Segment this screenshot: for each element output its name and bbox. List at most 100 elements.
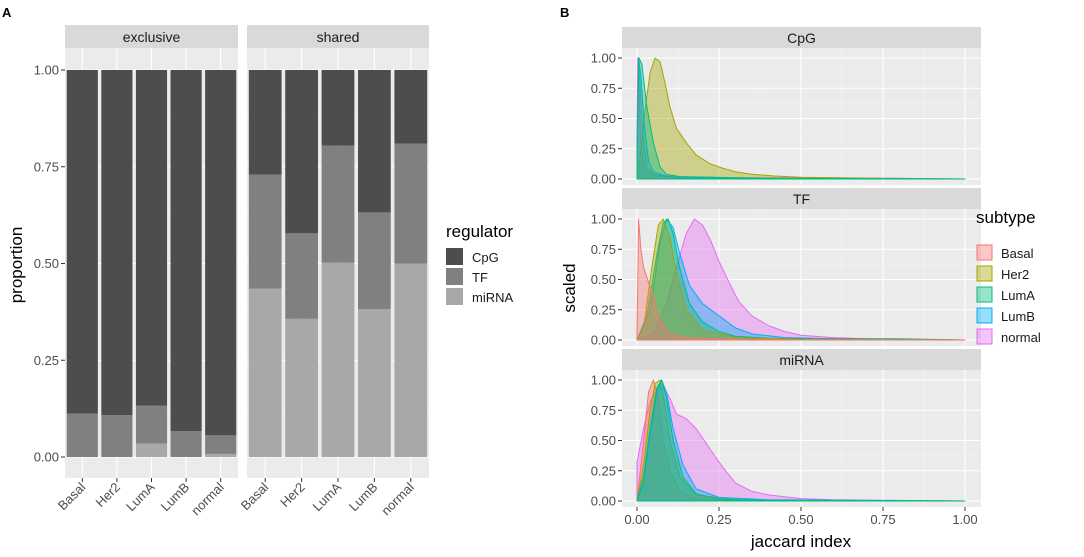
- y-tick-label: 0.00: [591, 494, 616, 509]
- facet-mirna: miRNA 0.00 0.25 0.50 0.75 1.00: [591, 349, 981, 509]
- x-tick-label: 0.50: [788, 512, 813, 527]
- bar-segment-cpg-basal: [66, 70, 98, 414]
- bar-segment-mirna-lumb: [358, 309, 391, 457]
- bar-segment-tf-luma: [321, 145, 355, 263]
- bar-segment-mirna-luma: [321, 262, 355, 457]
- panel-b-legend: subtype Basal Her2 LumA LumB normal: [976, 208, 1041, 345]
- bar-segment-mirna-luma: [135, 443, 168, 457]
- y-tick-label: 0.00: [34, 450, 59, 465]
- y-tick-label: 0.25: [591, 302, 616, 317]
- bar-segment-tf-normal: [394, 143, 428, 264]
- y-tick-label: 0.00: [591, 172, 616, 187]
- bar-segment-tf-luma: [135, 405, 168, 444]
- x-tick-label: LumA: [309, 479, 344, 514]
- bar-segment-cpg-basal: [248, 70, 282, 175]
- x-tick-label: 0.00: [624, 512, 649, 527]
- facet-cpg: CpG 0.00 0.25 0.50 0.75 1.00: [591, 27, 981, 187]
- facet-strip: [247, 25, 429, 48]
- bar-segment-tf-lumb: [170, 431, 202, 457]
- bar-segment-mirna-normal: [394, 263, 428, 457]
- bar-segment-cpg-her2: [285, 70, 318, 234]
- bar-segment-cpg-normal: [205, 70, 237, 436]
- legend-swatch-cpg: [446, 248, 463, 265]
- x-tick-label: normal: [378, 479, 417, 518]
- facet-strip: [622, 188, 981, 209]
- bar-segment-cpg-lumb: [170, 70, 202, 432]
- bar-segment-mirna-normal: [205, 453, 237, 457]
- facet-strip-label: CpG: [787, 30, 816, 46]
- x-tick-label: LumA: [123, 479, 158, 514]
- facet-strip: [622, 349, 981, 370]
- y-tick-label: 0.50: [34, 256, 59, 271]
- facet-strip-label: miRNA: [779, 352, 824, 368]
- legend-label-luma: LumA: [1001, 288, 1035, 303]
- x-tick-label: 0.75: [870, 512, 895, 527]
- facet-strip-label: TF: [793, 191, 810, 207]
- density-area-basal: [636, 218, 966, 341]
- legend-swatch-basal: [976, 244, 993, 261]
- bar-segment-cpg-luma: [135, 70, 168, 406]
- x-tick-label: normal: [188, 479, 227, 518]
- legend-label-mirna: miRNA: [472, 290, 513, 305]
- bar-segment-tf-normal: [205, 435, 237, 454]
- panel-a-tag: A: [2, 5, 12, 20]
- y-tick-label: 0.75: [591, 242, 616, 257]
- y-tick-label: 0.75: [591, 81, 616, 96]
- x-tick-label: Her2: [92, 480, 123, 511]
- y-tick-label: 0.50: [591, 433, 616, 448]
- density-area-luma: [636, 57, 966, 180]
- x-tick-label: LumB: [346, 480, 381, 515]
- density-area-lumb: [636, 379, 966, 502]
- panel-a-y-axis-label: proportion: [7, 227, 26, 304]
- y-tick-label: 0.25: [591, 463, 616, 478]
- bar-segment-mirna-basal: [248, 288, 282, 457]
- y-tick-label: 0.75: [34, 159, 59, 174]
- y-tick-label: 1.00: [591, 212, 616, 227]
- panel-a-legend-title: regulator: [446, 222, 513, 241]
- panel-a-legend: regulator CpG TF miRNA: [446, 222, 513, 305]
- density-area-her2: [636, 57, 966, 180]
- legend-label-tf: TF: [472, 270, 488, 285]
- y-tick-label: 0.00: [591, 333, 616, 348]
- y-tick-label: 0.25: [34, 353, 59, 368]
- facet-strip-label: shared: [317, 29, 360, 45]
- legend-swatch-lumb: [976, 307, 993, 324]
- y-tick-label: 0.50: [591, 111, 616, 126]
- bar-segment-tf-her2: [285, 233, 318, 319]
- x-tick-label: LumB: [158, 480, 193, 515]
- facet-strip-label: exclusive: [123, 29, 181, 45]
- density-area-luma: [636, 218, 966, 341]
- facet-tf: TF 0.00 0.25 0.50 0.75 1.00: [591, 188, 981, 348]
- y-tick-label: 0.75: [591, 403, 616, 418]
- y-tick-label: 1.00: [34, 63, 59, 78]
- facet-strip: [622, 27, 981, 48]
- legend-label-cpg: CpG: [472, 250, 499, 265]
- bar-segment-mirna-her2: [285, 318, 318, 457]
- y-tick-label: 0.25: [591, 141, 616, 156]
- y-tick-label: 1.00: [591, 373, 616, 388]
- legend-label-normal: normal: [1001, 330, 1041, 345]
- panel-b-density-chart: CpG 0.00 0.25 0.50 0.75 1.00 TF 0.00 0.25 0.50 0.7…: [591, 27, 981, 527]
- facet-strip: [65, 25, 238, 48]
- density-area-luma: [636, 379, 966, 502]
- y-tick-label: 1.00: [591, 51, 616, 66]
- x-tick-label: Basal: [55, 479, 89, 513]
- bar-segment-tf-her2: [101, 415, 133, 457]
- panel-b-legend-title: subtype: [976, 208, 1036, 227]
- legend-swatch-tf: [446, 268, 463, 285]
- bar-segment-tf-basal: [248, 174, 282, 289]
- y-tick-label: 0.50: [591, 272, 616, 287]
- legend-label-basal: Basal: [1001, 246, 1034, 261]
- x-tick-label: Basal: [238, 479, 272, 513]
- x-tick-label: 0.25: [706, 512, 731, 527]
- panel-b-x-axis-label: jaccard index: [750, 532, 852, 551]
- bar-segment-cpg-normal: [394, 70, 428, 144]
- legend-swatch-her2: [976, 265, 993, 282]
- legend-swatch-normal: [976, 328, 993, 345]
- legend-label-her2: Her2: [1001, 267, 1029, 282]
- x-tick-label: 1.00: [952, 512, 977, 527]
